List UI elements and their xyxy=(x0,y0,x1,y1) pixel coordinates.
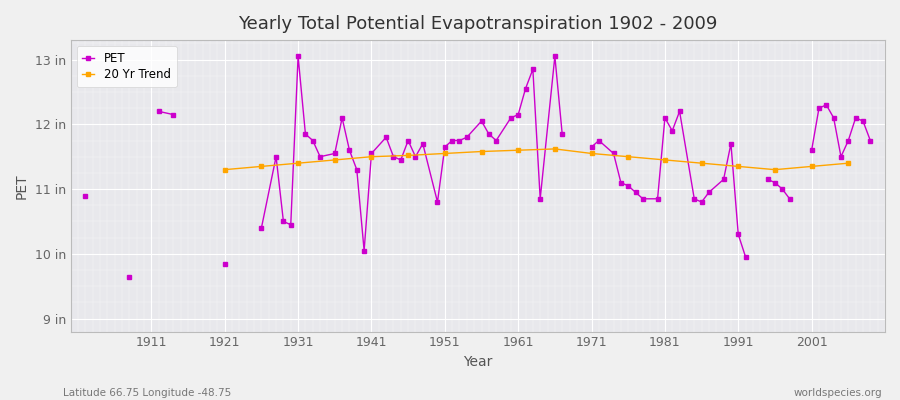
20 Yr Trend xyxy=(402,153,413,158)
20 Yr Trend xyxy=(550,146,561,151)
20 Yr Trend xyxy=(513,148,524,153)
20 Yr Trend xyxy=(329,158,340,162)
20 Yr Trend xyxy=(439,151,450,156)
20 Yr Trend xyxy=(697,161,707,166)
20 Yr Trend xyxy=(770,167,780,172)
20 Yr Trend xyxy=(476,149,487,154)
20 Yr Trend xyxy=(843,161,854,166)
20 Yr Trend xyxy=(292,161,303,166)
Title: Yearly Total Potential Evapotranspiration 1902 - 2009: Yearly Total Potential Evapotranspiratio… xyxy=(238,15,717,33)
20 Yr Trend xyxy=(623,154,634,159)
Line: 20 Yr Trend: 20 Yr Trend xyxy=(222,147,850,172)
Text: Latitude 66.75 Longitude -48.75: Latitude 66.75 Longitude -48.75 xyxy=(63,388,231,398)
Y-axis label: PET: PET xyxy=(15,173,29,199)
20 Yr Trend xyxy=(586,151,597,156)
20 Yr Trend xyxy=(733,164,743,169)
Text: worldspecies.org: worldspecies.org xyxy=(794,388,882,398)
20 Yr Trend xyxy=(256,164,266,169)
20 Yr Trend xyxy=(366,154,377,159)
20 Yr Trend xyxy=(220,167,230,172)
20 Yr Trend xyxy=(660,158,670,162)
Legend: PET, 20 Yr Trend: PET, 20 Yr Trend xyxy=(76,46,176,87)
X-axis label: Year: Year xyxy=(464,355,492,369)
20 Yr Trend xyxy=(806,164,817,169)
